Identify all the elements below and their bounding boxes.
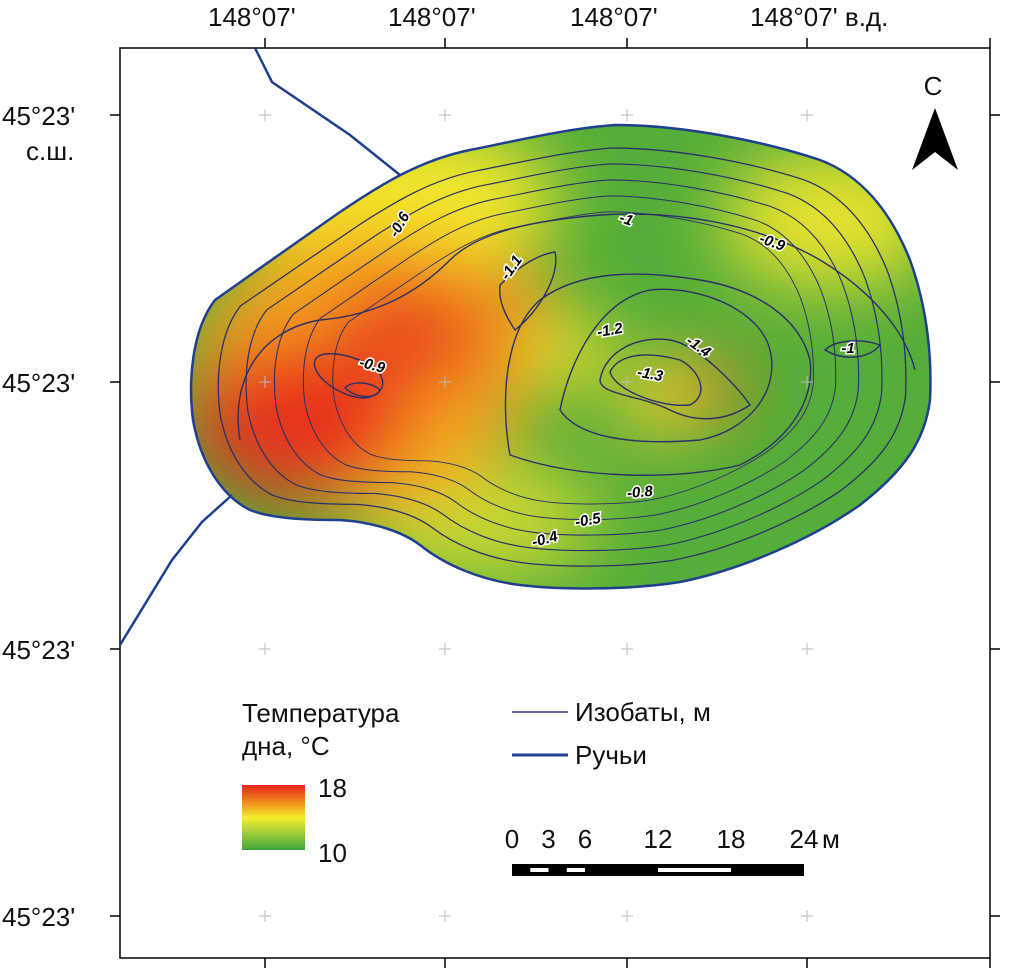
legend-min: 10 xyxy=(318,838,347,868)
grid-cross xyxy=(801,643,813,655)
grid-cross xyxy=(621,643,633,655)
scale-label: 12 xyxy=(644,824,673,854)
scale-label: 6 xyxy=(578,824,592,854)
isobath xyxy=(302,195,837,521)
latitude-label: 45°23' xyxy=(2,368,75,398)
scale-label: 3 xyxy=(541,824,555,854)
longitude-label: 148°07' xyxy=(208,2,296,32)
isobaths xyxy=(217,147,916,567)
isobath xyxy=(609,354,702,406)
grid-cross xyxy=(259,376,271,388)
grid-cross xyxy=(801,376,813,388)
scale-label: 24 xyxy=(790,824,819,854)
grid-cross xyxy=(439,643,451,655)
legend-item: Ручьи xyxy=(575,740,647,770)
scale-segment xyxy=(658,868,731,872)
longitude-label: 148°07' в.д. xyxy=(750,2,888,32)
isobath xyxy=(559,288,773,443)
north-label: С xyxy=(924,71,943,101)
grid-cross xyxy=(801,109,813,121)
latitude-label: 45°23' xyxy=(2,635,75,665)
legend-max: 18 xyxy=(318,773,347,803)
grid-cross xyxy=(439,109,451,121)
isobath xyxy=(344,382,381,398)
isobath-label: -0.5 xyxy=(574,510,603,531)
longitude-label: 148°07' xyxy=(570,2,658,32)
longitude-label: 148°07' xyxy=(388,2,476,32)
grid-cross xyxy=(259,910,271,922)
isobath xyxy=(237,213,916,441)
scale-bar: 0 3 6 12 18 24 м xyxy=(505,824,840,876)
isobath-label: -0.8 xyxy=(626,483,654,502)
latitude-label: 45°23' xyxy=(2,902,75,932)
grid-cross xyxy=(259,109,271,121)
isobath-label: -1 xyxy=(841,340,854,357)
isobath xyxy=(313,352,384,399)
isobath xyxy=(273,179,860,536)
scale-segment xyxy=(530,868,549,872)
isobath xyxy=(504,273,812,476)
stream xyxy=(253,47,401,176)
isobath xyxy=(217,147,907,567)
latitude-label: 45°23' xyxy=(2,101,75,131)
map-frame xyxy=(119,47,991,959)
legend-title: Температура xyxy=(242,698,400,728)
latitude-suffix: с.ш. xyxy=(26,136,74,166)
isobath xyxy=(498,251,557,332)
legend-colorbar xyxy=(242,785,305,850)
grid-cross xyxy=(259,643,271,655)
legend-item: Изобаты, м xyxy=(575,697,711,727)
grid-cross xyxy=(439,376,451,388)
scale-segment xyxy=(566,868,585,872)
stream xyxy=(118,494,233,646)
grid-cross xyxy=(621,376,633,388)
grid-cross xyxy=(439,910,451,922)
scale-label: 18 xyxy=(717,824,746,854)
isobath xyxy=(823,340,882,358)
north-arrow xyxy=(912,108,958,170)
grid-cross xyxy=(621,109,633,121)
scale-label: 0 xyxy=(505,824,519,854)
isobath xyxy=(245,163,883,552)
legend-title: дна, °C xyxy=(242,731,330,761)
grid-cross xyxy=(801,910,813,922)
scale-unit: м xyxy=(822,824,840,854)
grid-cross xyxy=(621,910,633,922)
isobath xyxy=(599,338,751,420)
